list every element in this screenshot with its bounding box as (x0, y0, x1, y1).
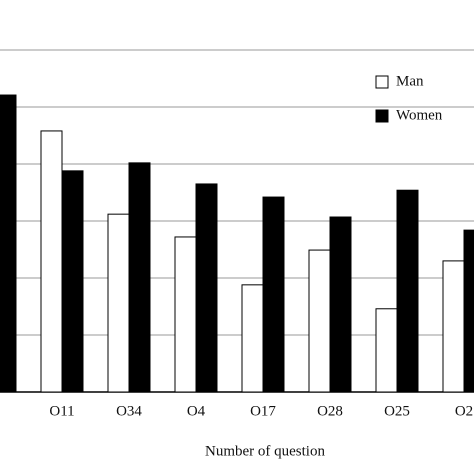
x-tick-label: O11 (49, 403, 74, 419)
bar (195, 183, 218, 393)
x-tick-label: O17 (250, 403, 276, 419)
bar (40, 130, 63, 393)
bar (61, 170, 84, 393)
x-tick-label: O34 (116, 403, 142, 419)
bar (442, 260, 465, 393)
bar (396, 189, 419, 393)
bar (262, 196, 285, 393)
x-tick-label: O4 (187, 403, 206, 419)
legend-swatch (375, 75, 389, 89)
x-tick-label: O25 (384, 403, 410, 419)
bar (174, 236, 197, 393)
legend-swatch (375, 109, 389, 123)
bar (329, 216, 352, 393)
legend-label: Women (396, 107, 443, 123)
bar (0, 94, 17, 393)
bar (308, 249, 331, 393)
bar (128, 162, 151, 393)
bar (241, 284, 264, 393)
x-tick-label: O28 (317, 403, 343, 419)
bar (107, 213, 130, 393)
bar (375, 308, 398, 393)
x-tick-label: O2 (455, 403, 473, 419)
x-axis-label: Number of question (205, 443, 325, 459)
legend-label: Man (396, 73, 424, 89)
bar (463, 229, 474, 393)
